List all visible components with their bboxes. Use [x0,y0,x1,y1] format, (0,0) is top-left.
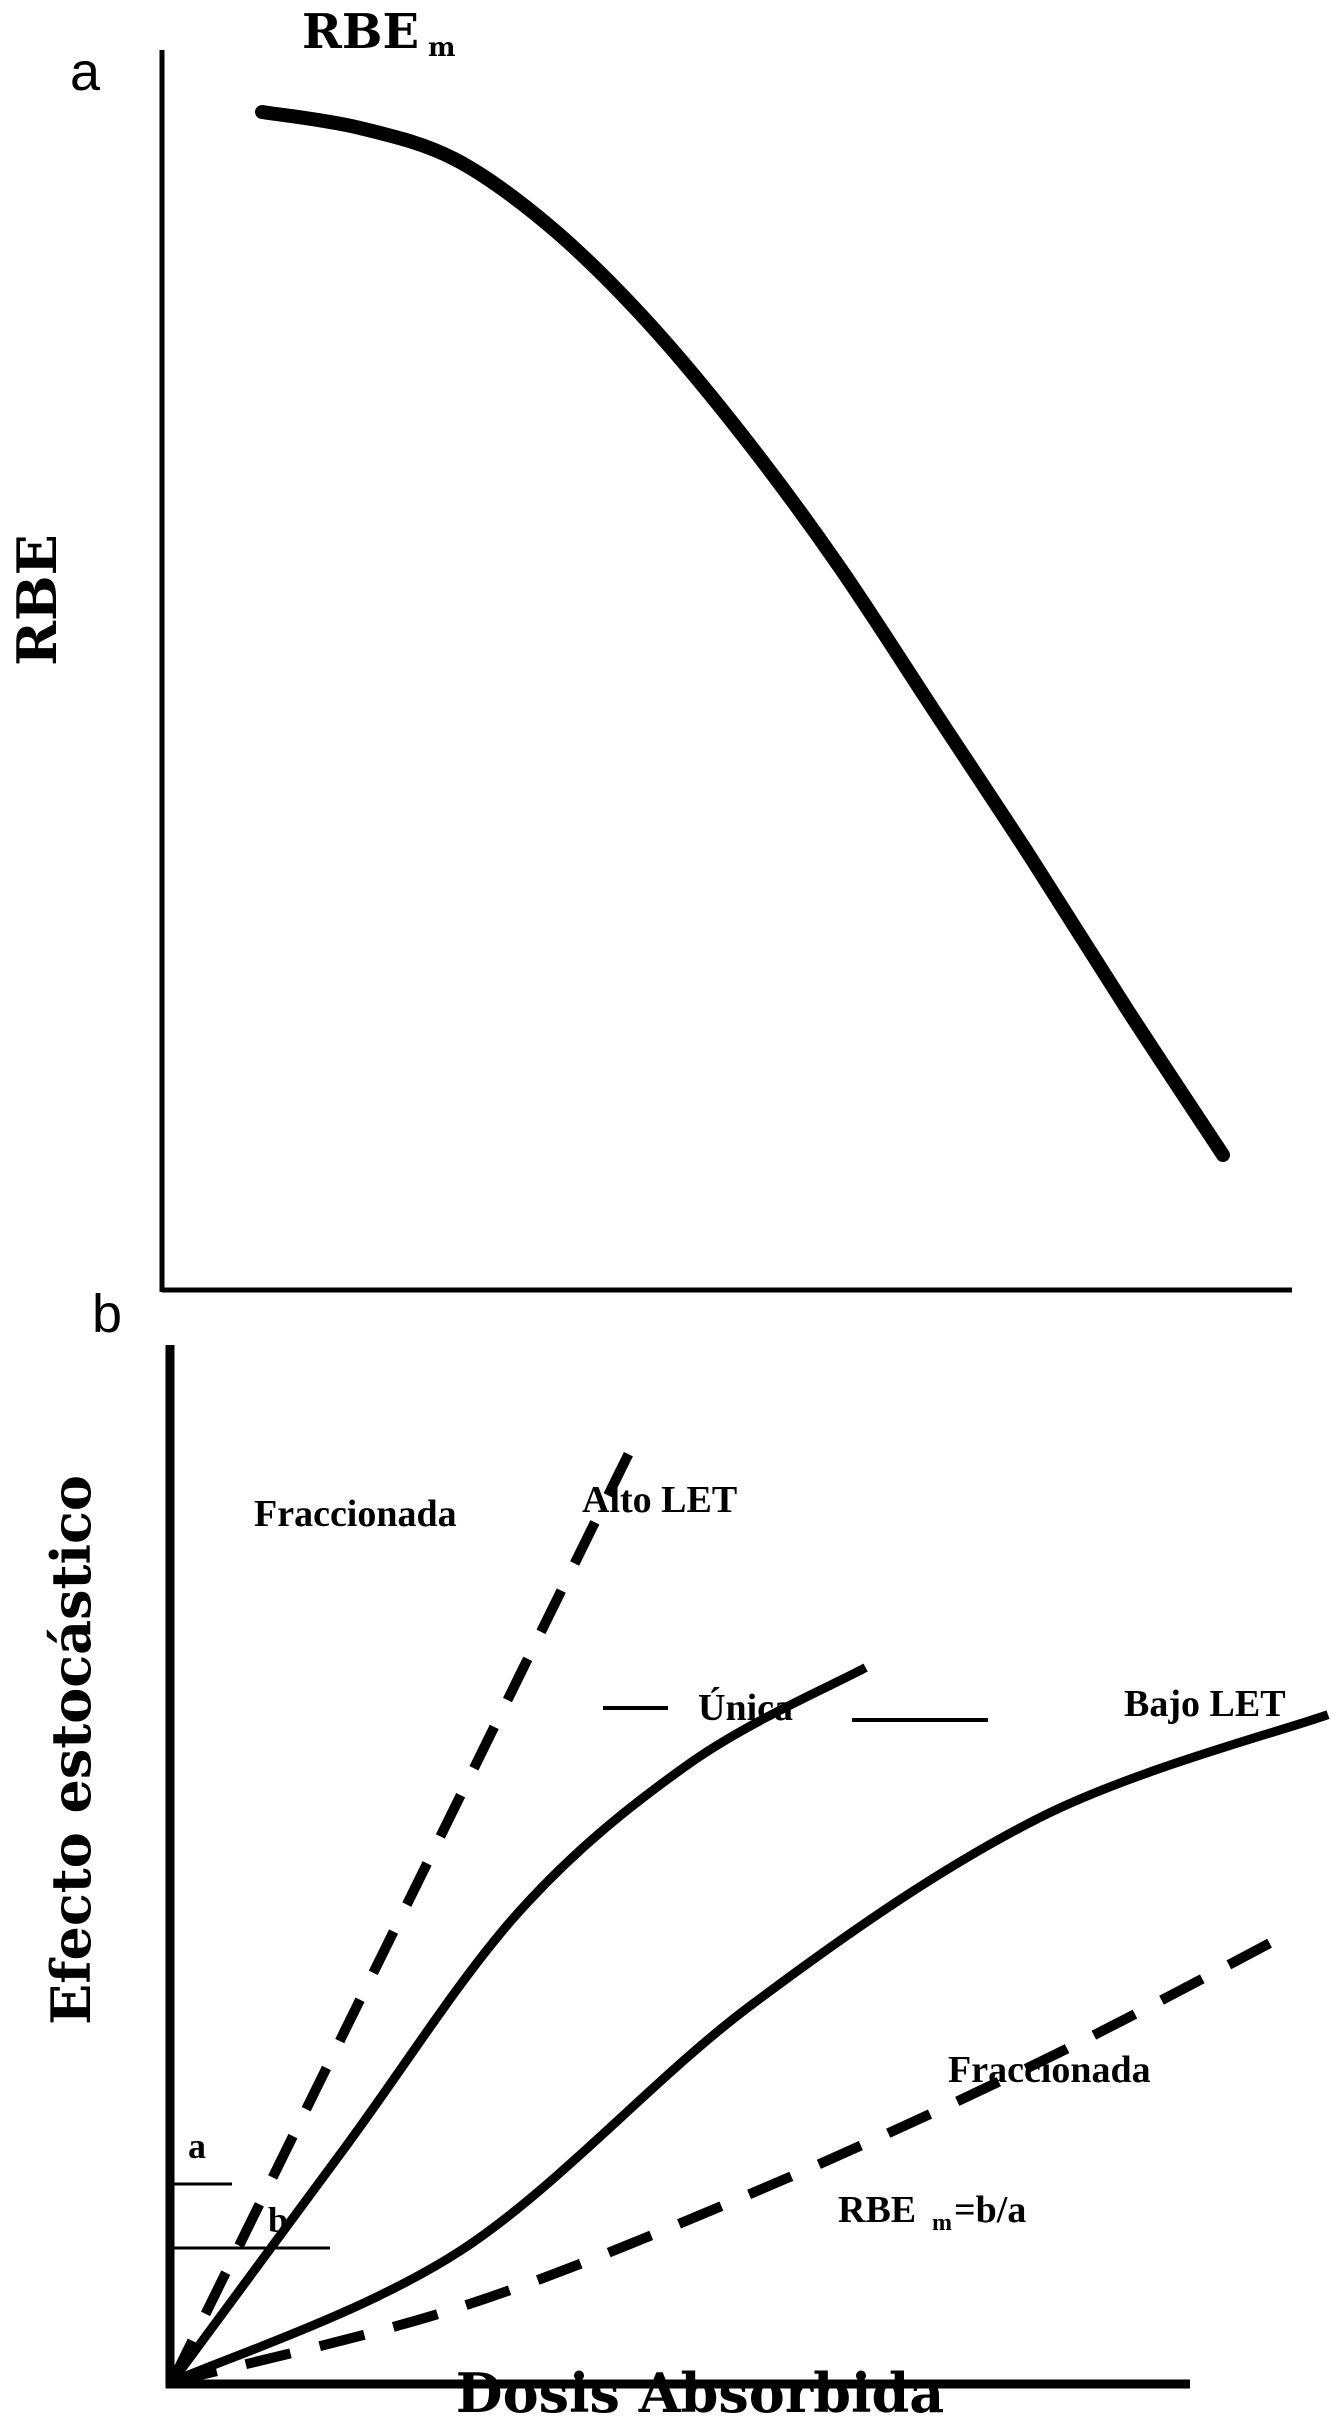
panel-a-y-axis-label: RBE [5,534,69,666]
label-alto-let: Alto LET [582,1479,737,1521]
rbe-m-formula: RBE m =b/a [838,2189,1026,2236]
rbe-m-sub: m [428,33,456,63]
marker-b-label: b [268,2200,288,2240]
high-let-single-curve [168,1663,868,2385]
label-bajo-let: Bajo LET [1124,1683,1286,1725]
label-fraccionada-high: Fraccionada [254,1493,457,1535]
rbe-m-main: RBE [302,4,419,60]
low-let-fractionated-curve [170,1926,1296,2387]
panel-b-x-axis-label: Dosis Absorbida [456,2361,945,2418]
high-let-fractionated-curve [167,1439,639,2385]
low-let-single-curve [170,1710,1330,2387]
panel-a-rbe-curve [255,105,1230,1162]
label-fraccionada-low: Fraccionada [948,2049,1151,2091]
panel-a-letter: a [70,42,101,102]
rbe-m-label: RBE m [302,4,456,63]
rbe-m-formula-main: RBE [838,2189,916,2231]
marker-a-label: a [188,2126,206,2166]
rbe-m-formula-sub: m [932,2210,952,2236]
rbe-m-formula-rest: =b/a [954,2189,1026,2231]
label-unica: Única [698,1687,793,1729]
panel-b-y-axis-label: Efecto estocástico [39,1475,103,2025]
panel-b-letter: b [92,1284,122,1344]
